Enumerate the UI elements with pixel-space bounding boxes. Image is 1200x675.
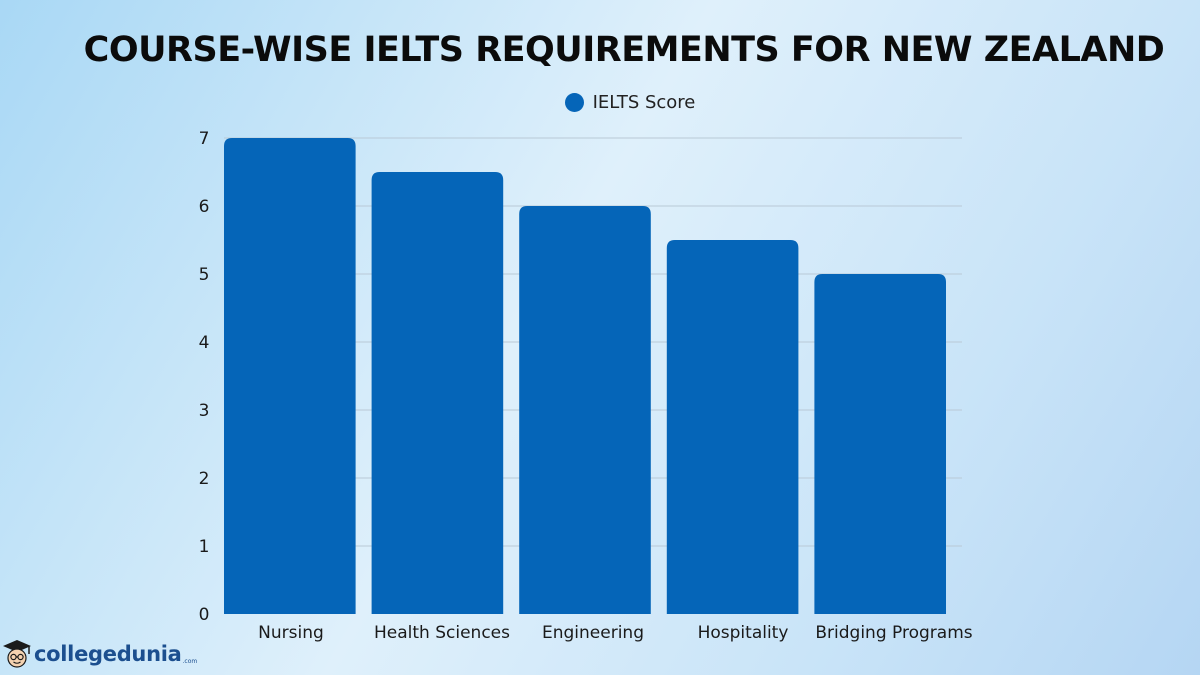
y-tick-label: 3 bbox=[199, 401, 210, 421]
y-tick-label: 0 bbox=[199, 605, 210, 625]
y-tick-label: 1 bbox=[199, 537, 210, 557]
y-tick-label: 2 bbox=[199, 469, 210, 489]
chart-title: COURSE-WISE IELTS REQUIREMENTS FOR NEW Z… bbox=[83, 30, 1165, 70]
legend-label: IELTS Score bbox=[592, 92, 696, 113]
logo-text: collegedunia bbox=[34, 642, 182, 666]
y-tick-label: 4 bbox=[199, 333, 210, 353]
legend-swatch bbox=[564, 93, 584, 112]
mascot-icon bbox=[3, 640, 31, 668]
bar bbox=[519, 206, 651, 614]
bar bbox=[666, 240, 799, 614]
x-category-label: Health Sciences bbox=[374, 623, 510, 643]
bar bbox=[224, 138, 356, 614]
bar bbox=[371, 172, 504, 614]
bar bbox=[814, 274, 946, 614]
x-category-label: Bridging Programs bbox=[815, 623, 972, 643]
y-tick-label: 7 bbox=[199, 129, 210, 149]
collegedunia-logo: collegedunia .com bbox=[0, 637, 197, 671]
x-category-label: Nursing bbox=[258, 623, 324, 643]
y-tick-label: 5 bbox=[199, 265, 210, 285]
chart-legend: IELTS Score bbox=[0, 92, 1200, 113]
x-category-label: Engineering bbox=[542, 623, 644, 643]
y-tick-label: 6 bbox=[199, 197, 210, 217]
x-category-label: Hospitality bbox=[698, 623, 789, 643]
logo-suffix: .com bbox=[182, 658, 198, 665]
